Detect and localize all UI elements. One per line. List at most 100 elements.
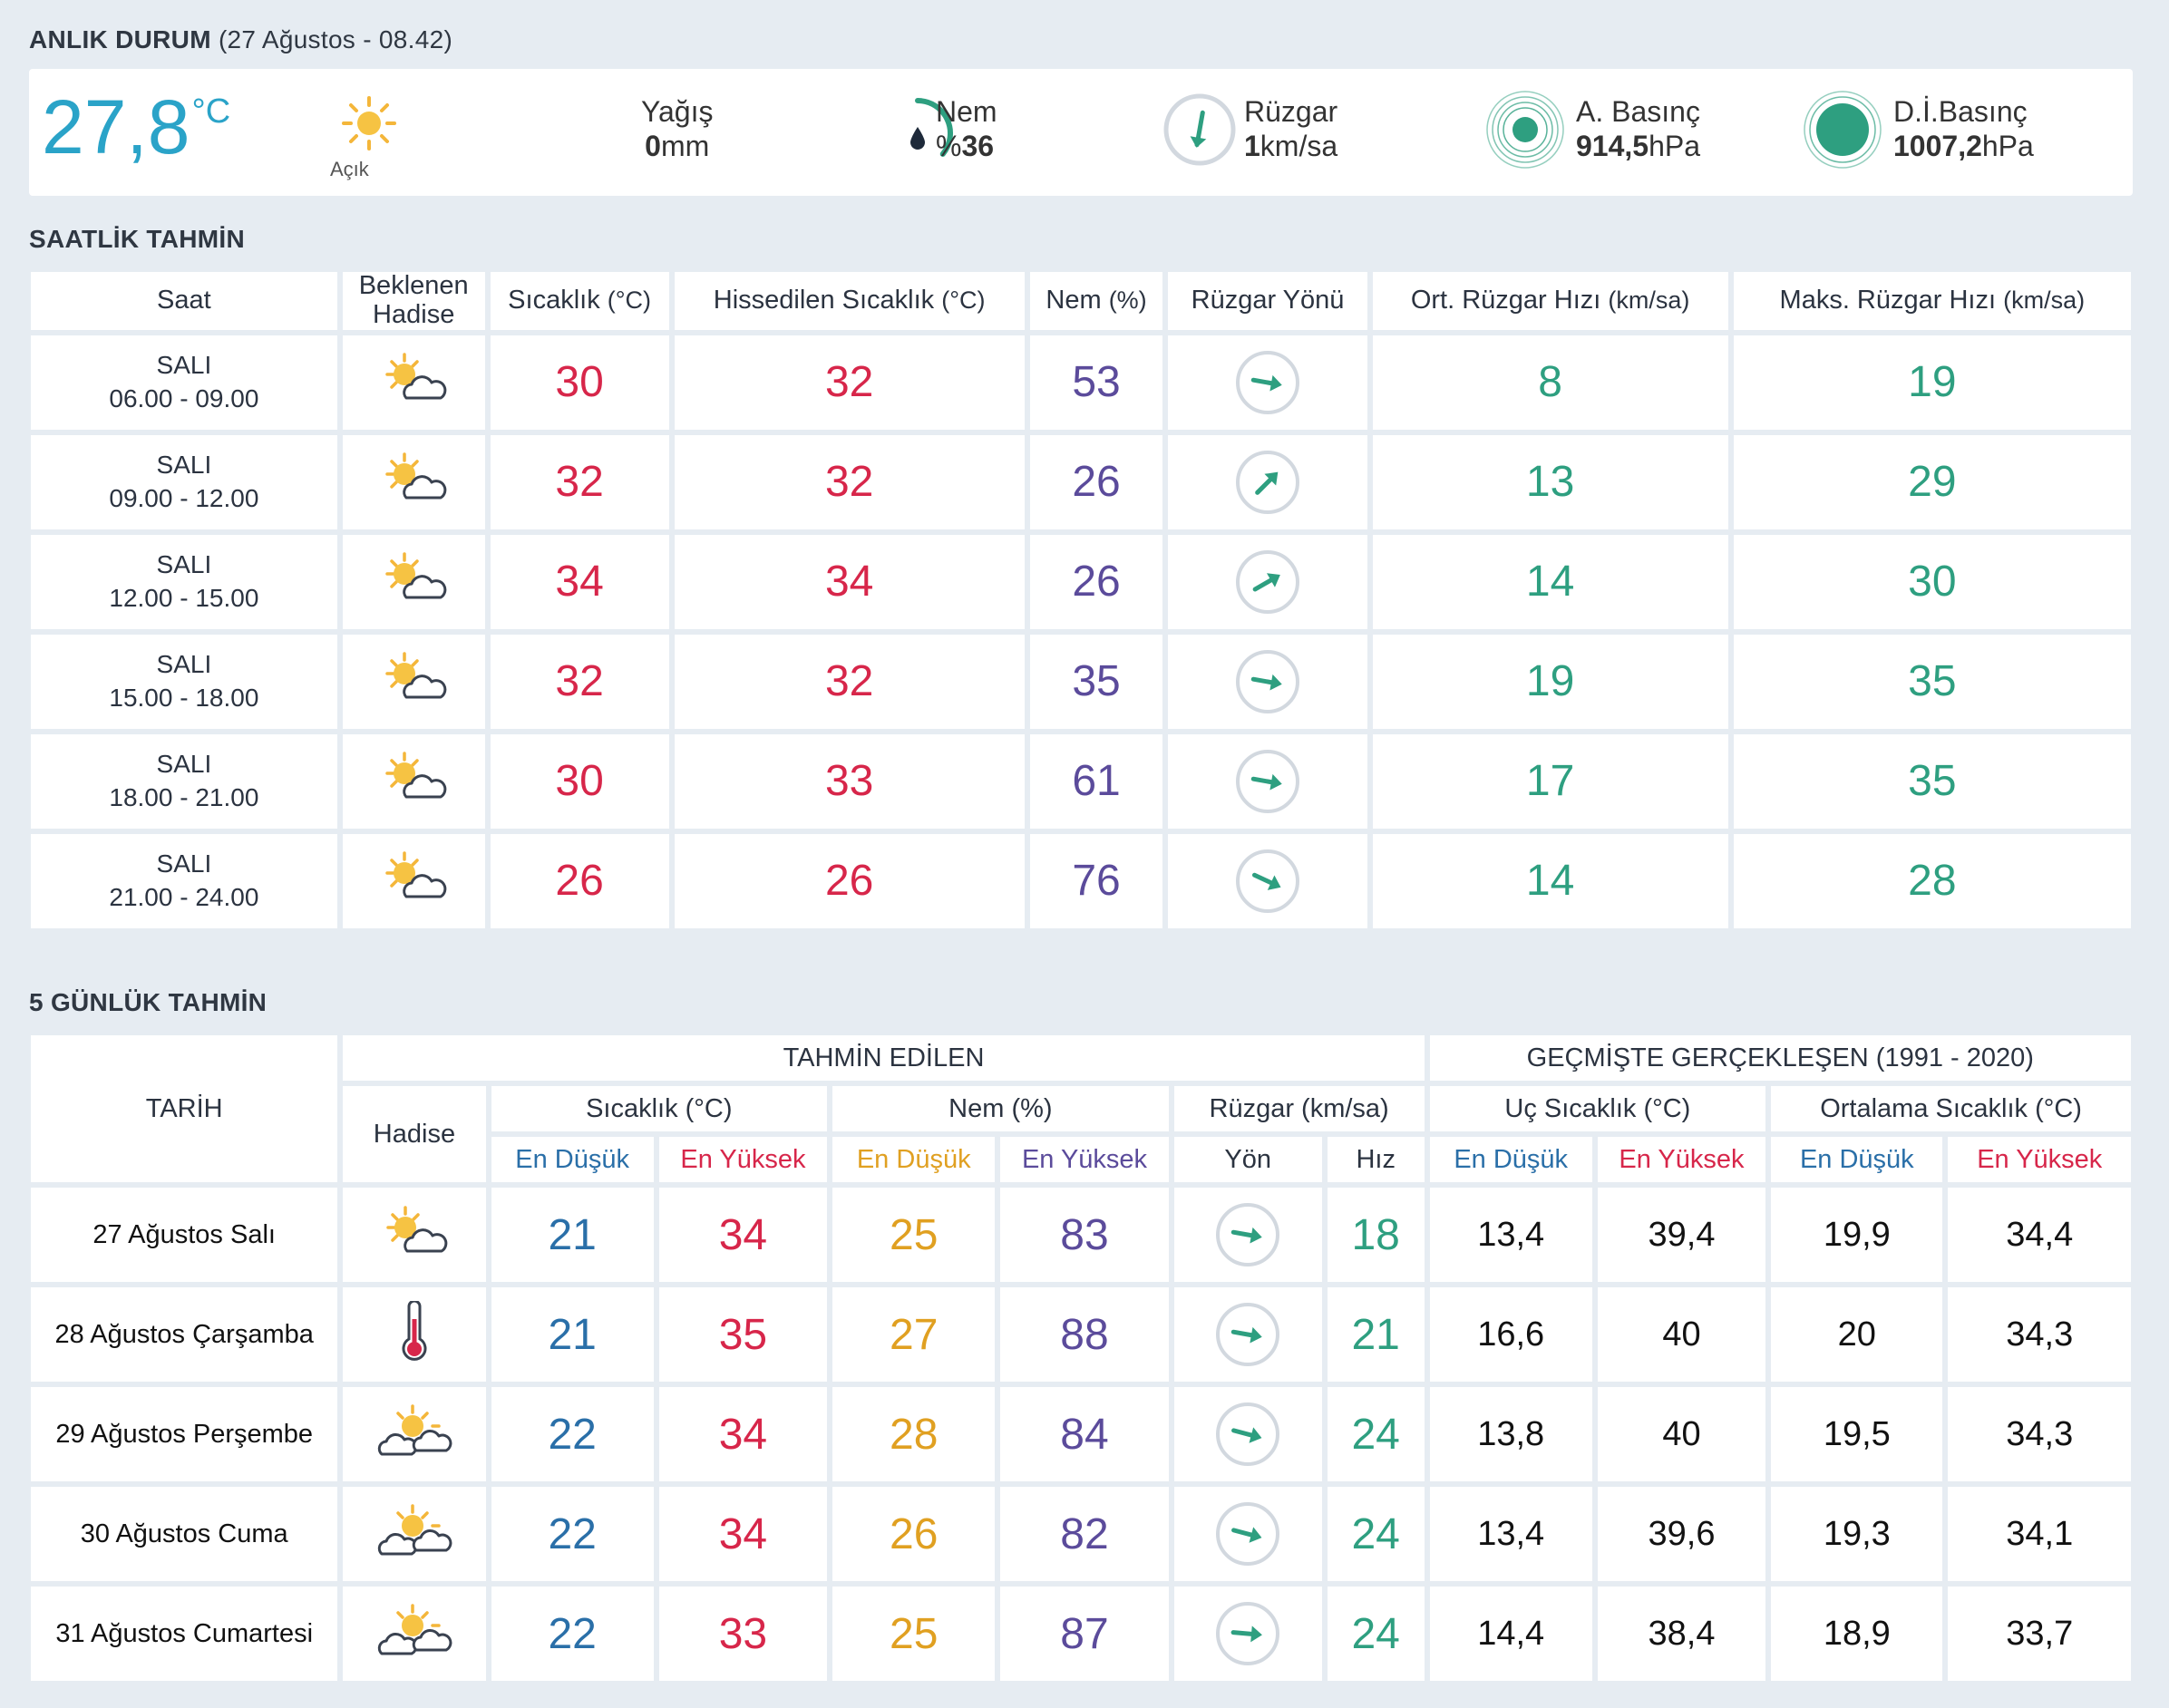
col-avg-wind: Ort. Rüzgar Hızı (km/sa) bbox=[1372, 272, 1728, 330]
avg-high-cell: 34,4 bbox=[1948, 1188, 2131, 1282]
temp-cell: 32 bbox=[490, 634, 669, 729]
wind-group-header: Rüzgar (km/sa) bbox=[1173, 1086, 1425, 1131]
col-humidity: Nem (%) bbox=[1029, 272, 1163, 330]
ext-high-cell: 40 bbox=[1597, 1287, 1766, 1382]
pressure-unit: hPa bbox=[1649, 130, 1701, 163]
wind-dir-cell bbox=[1168, 634, 1367, 729]
hourly-row: SALI 15.00 - 18.00 32 32 35 19 35 bbox=[31, 634, 2131, 729]
precip-unit: mm bbox=[660, 130, 710, 163]
wind-dir-cell bbox=[1168, 534, 1367, 629]
wind-dir-cell bbox=[1173, 1487, 1322, 1581]
time-range: 12.00 - 15.00 bbox=[109, 583, 259, 612]
partly-cloudy-icon bbox=[343, 1188, 486, 1282]
feels-cell: 32 bbox=[674, 335, 1025, 430]
temperature-unit: °C bbox=[191, 92, 231, 131]
col-feels-label: Hissedilen Sıcaklık bbox=[713, 286, 935, 315]
wind-arrow-icon bbox=[1216, 1502, 1280, 1566]
wind-dir-cell bbox=[1173, 1188, 1322, 1282]
day-label: SALI bbox=[156, 550, 212, 579]
wind-speed-cell: 24 bbox=[1327, 1487, 1425, 1581]
time-range: 18.00 - 21.00 bbox=[109, 782, 259, 811]
daily-row: 31 Ağustos Cumartesi 22 33 25 87 24 14,4 38,4 18… bbox=[31, 1587, 2131, 1681]
wind-group-label: Rüzgar (km/sa) bbox=[1209, 1093, 1389, 1123]
sea-pressure-metric: D.İ.Basınç 1007,2hPa bbox=[1893, 94, 2034, 164]
partly-cloudy-icon bbox=[342, 434, 485, 529]
forecast-group-header: TAHMİN EDİLEN bbox=[343, 1035, 1425, 1081]
history-group-label: GEÇMİŞTE GERÇEKLEŞEN (1991 - 2020) bbox=[1526, 1043, 2034, 1072]
temp-cell: 30 bbox=[490, 335, 669, 430]
day-label: SALI bbox=[156, 451, 212, 480]
max-wind-cell: 19 bbox=[1733, 335, 2131, 430]
max-wind-cell: 35 bbox=[1733, 634, 2131, 729]
wind-arrow-icon bbox=[1216, 1402, 1280, 1466]
col-humidity-unit: (%) bbox=[1108, 286, 1147, 315]
hum-high-cell: 83 bbox=[1000, 1188, 1169, 1282]
time-cell: SALI 18.00 - 21.00 bbox=[31, 733, 337, 829]
wind-arrow-icon bbox=[1216, 1203, 1280, 1266]
col-avg-high-label: En Yüksek bbox=[1977, 1144, 2103, 1174]
pressure-value: 914,5 bbox=[1576, 130, 1649, 163]
col-max-wind-label: Maks. Rüzgar Hızı bbox=[1779, 286, 1997, 315]
col-avg-low: En Düşük bbox=[1771, 1137, 1943, 1182]
avg-low-cell: 18,9 bbox=[1771, 1587, 1943, 1681]
col-event-label-1: Beklenen bbox=[358, 271, 469, 300]
humidity-gauge-icon bbox=[877, 92, 958, 179]
wind-speed-cell: 24 bbox=[1327, 1387, 1425, 1481]
day-label: SALI bbox=[156, 849, 212, 878]
precip-label: Yağış bbox=[641, 95, 714, 128]
time-cell: SALI 06.00 - 09.00 bbox=[31, 335, 337, 430]
avg-wind-cell: 13 bbox=[1372, 434, 1728, 529]
col-wind-speed-label: Hız bbox=[1356, 1144, 1396, 1174]
hourly-section-title: SAATLİK TAHMİN bbox=[29, 225, 246, 253]
col-feels-unit: (°C) bbox=[941, 286, 986, 315]
avg-wind-cell: 14 bbox=[1372, 833, 1728, 928]
current-section-title: ANLIK DURUM (27 Ağustos - 08.42) bbox=[29, 25, 452, 54]
col-event: Hadise bbox=[343, 1086, 486, 1182]
col-feels: Hissedilen Sıcaklık (°C) bbox=[674, 272, 1025, 330]
humidity-cell: 26 bbox=[1029, 434, 1163, 529]
ext-high-cell: 39,4 bbox=[1597, 1188, 1766, 1282]
temp-high-cell: 34 bbox=[658, 1487, 828, 1581]
col-avg-wind-label: Ort. Rüzgar Hızı bbox=[1410, 286, 1601, 315]
partly-cloudy-icon bbox=[342, 733, 485, 829]
max-wind-cell: 30 bbox=[1733, 534, 2131, 629]
col-ext-high-label: En Yüksek bbox=[1619, 1144, 1745, 1174]
col-event-label-2: Hadise bbox=[373, 299, 455, 329]
wind-unit: km/sa bbox=[1260, 130, 1338, 163]
wind-arrow-icon bbox=[1216, 1602, 1280, 1665]
temp-cell: 34 bbox=[490, 534, 669, 629]
current-temperature: 27,8°C bbox=[42, 89, 230, 165]
wind-speed-cell: 18 bbox=[1327, 1188, 1425, 1282]
col-date: TARİH bbox=[31, 1035, 338, 1182]
col-event: Beklenen Hadise bbox=[342, 271, 485, 330]
ext-low-cell: 13,4 bbox=[1429, 1487, 1592, 1581]
current-title: ANLIK DURUM bbox=[29, 25, 211, 53]
col-wind-speed: Hız bbox=[1327, 1137, 1425, 1182]
daily-row: 30 Ağustos Cuma 22 34 26 82 24 13,4 39,6 19,3 34,… bbox=[31, 1487, 2131, 1581]
avg-high-cell: 34,3 bbox=[1948, 1387, 2131, 1481]
time-cell: SALI 21.00 - 24.00 bbox=[31, 833, 337, 928]
wind-arrow-icon bbox=[1236, 649, 1299, 713]
partly-cloudy-icon bbox=[342, 534, 485, 629]
humidity-group-label: Nem (%) bbox=[948, 1093, 1053, 1123]
col-temp-high-label: En Yüksek bbox=[680, 1144, 806, 1174]
hourly-row: SALI 06.00 - 09.00 30 32 53 8 19 bbox=[31, 335, 2131, 430]
feels-cell: 32 bbox=[674, 634, 1025, 729]
temp-high-cell: 34 bbox=[658, 1387, 828, 1481]
wind-dir-cell bbox=[1168, 335, 1367, 430]
time-range: 21.00 - 24.00 bbox=[109, 882, 259, 911]
sun-clouds-icon bbox=[343, 1587, 486, 1681]
wind-arrow-icon bbox=[1216, 1303, 1280, 1366]
partly-cloudy-icon bbox=[342, 335, 485, 430]
temp-cell: 26 bbox=[490, 833, 669, 928]
extreme-group-label: Uç Sıcaklık (°C) bbox=[1504, 1093, 1691, 1123]
sun-icon bbox=[342, 96, 396, 155]
time-cell: SALI 09.00 - 12.00 bbox=[31, 434, 337, 529]
col-time: Saat bbox=[31, 272, 337, 330]
wind-arrow-icon bbox=[1236, 549, 1299, 614]
max-wind-cell: 35 bbox=[1733, 733, 2131, 829]
col-temp: Sıcaklık (°C) bbox=[490, 272, 669, 330]
avg-high-cell: 34,1 bbox=[1948, 1487, 2131, 1581]
col-ext-low: En Düşük bbox=[1429, 1137, 1592, 1182]
wind-direction-icon bbox=[1162, 92, 1237, 171]
